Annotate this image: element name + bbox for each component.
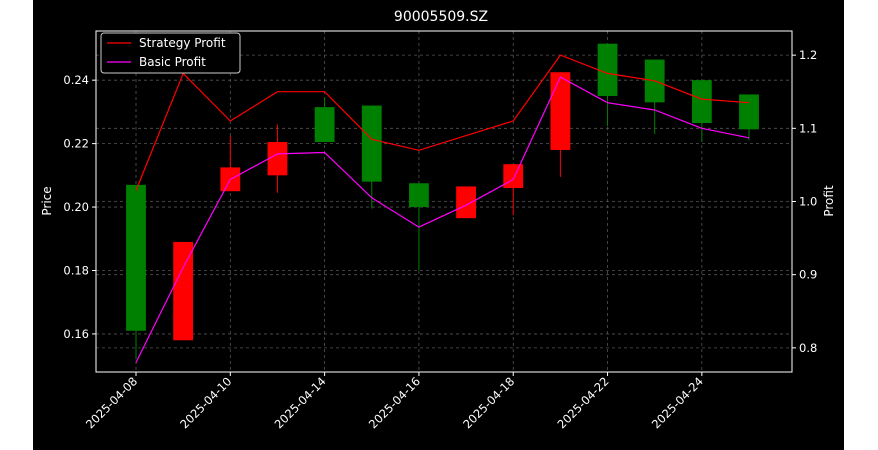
candle-body — [597, 43, 618, 97]
y-tick-label: 0.16 — [63, 327, 89, 341]
y2-tick-label: 0.8 — [799, 341, 817, 355]
candle-body — [691, 80, 712, 123]
y2-axis-label: Profit — [822, 185, 836, 217]
profit-lines — [135, 54, 750, 363]
y2-tick-label: 1.0 — [799, 195, 817, 209]
candle-body — [126, 184, 146, 331]
y-tick-label: 0.24 — [63, 73, 89, 87]
basic-profit-line — [135, 76, 750, 363]
chart-figure: 90005509.SZ 2025-04-08 2025-04-10 2025-04-… — [33, 0, 844, 450]
candlestick-chart: 90005509.SZ 2025-04-08 2025-04-10 2025-04-… — [33, 0, 844, 450]
y2-tick-label: 0.9 — [799, 268, 817, 282]
strategy-profit-line — [135, 54, 750, 191]
candle-body — [267, 142, 288, 176]
y-tick-label: 0.22 — [63, 137, 89, 151]
grid — [96, 31, 792, 372]
y2-tick-label: 1.2 — [799, 48, 817, 62]
y2-tick-label: 1.1 — [799, 121, 817, 135]
candles — [126, 43, 759, 360]
y-axis-right: 0.8 0.9 1.0 1.1 1.2 — [792, 48, 817, 355]
candle-body — [503, 164, 524, 189]
legend-label-basic: Basic Profit — [139, 55, 206, 69]
figure-background — [33, 0, 844, 450]
legend-box — [100, 32, 241, 74]
y-axis-label: Price — [40, 186, 54, 215]
candle-body — [361, 105, 382, 182]
y-axis-left: 0.16 0.18 0.20 0.22 0.24 — [63, 73, 96, 341]
candle-body — [456, 186, 476, 219]
legend: Strategy Profit Basic Profit — [100, 32, 241, 74]
legend-label-strategy: Strategy Profit — [139, 36, 226, 50]
candle-body — [314, 107, 335, 143]
candle-body — [739, 94, 759, 130]
y-tick-label: 0.20 — [63, 200, 89, 214]
candle-body — [409, 183, 429, 208]
candle-body — [550, 72, 571, 150]
y-tick-label: 0.18 — [63, 263, 89, 277]
candle-body — [173, 241, 194, 341]
chart-title: 90005509.SZ — [394, 9, 488, 25]
